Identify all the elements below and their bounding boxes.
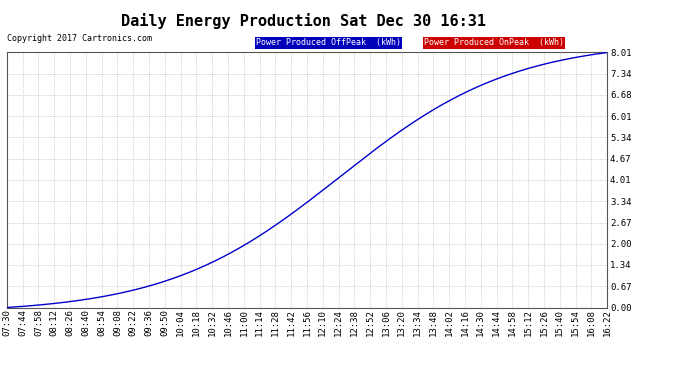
Text: Power Produced OffPeak  (kWh): Power Produced OffPeak (kWh) <box>256 38 401 47</box>
Text: Power Produced OnPeak  (kWh): Power Produced OnPeak (kWh) <box>424 38 564 47</box>
Text: Copyright 2017 Cartronics.com: Copyright 2017 Cartronics.com <box>7 34 152 43</box>
Text: Daily Energy Production Sat Dec 30 16:31: Daily Energy Production Sat Dec 30 16:31 <box>121 13 486 29</box>
